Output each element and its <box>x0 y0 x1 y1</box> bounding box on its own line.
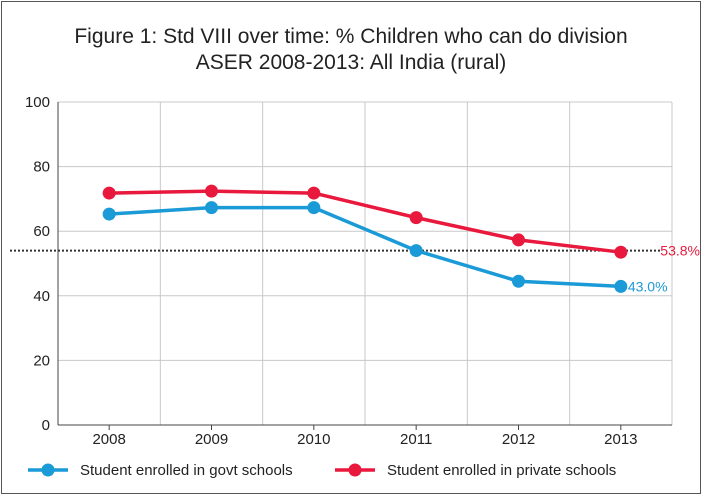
y-tick-label: 80 <box>33 159 50 176</box>
legend-label-govt: Student enrolled in govt schools <box>80 462 293 479</box>
data-point-govt <box>614 279 628 293</box>
private-end-label: 53.8% <box>660 243 700 259</box>
data-point-govt <box>102 207 116 221</box>
x-tick-label: 2009 <box>195 431 228 448</box>
x-tick-label: 2010 <box>297 431 330 448</box>
legend-marker-private <box>348 463 362 477</box>
y-tick-label: 0 <box>42 417 50 434</box>
data-point-private <box>205 184 218 198</box>
data-point-govt <box>307 201 321 215</box>
data-point-private <box>409 211 423 225</box>
y-tick-label: 100 <box>25 94 50 111</box>
chart-title: Figure 1: Std VIII over time: % Children… <box>74 25 627 48</box>
series-line-private <box>107 189 623 254</box>
series-line-govt <box>107 205 623 289</box>
y-tick-label: 20 <box>33 352 50 369</box>
data-point-private <box>512 233 525 247</box>
govt-end-label: 43.0% <box>628 278 668 294</box>
x-tick-label: 2013 <box>604 431 637 448</box>
x-tick-label: 2011 <box>400 431 432 448</box>
chart-subtitle: ASER 2008-2013: All India (rural) <box>196 51 507 74</box>
y-tick-label: 60 <box>33 223 50 240</box>
data-point-private <box>614 245 628 259</box>
data-point-govt <box>205 201 218 215</box>
x-tick-label: 2008 <box>92 431 125 448</box>
data-point-private <box>307 186 321 200</box>
data-point-govt <box>409 244 423 258</box>
legend: Student enrolled in govt schools Student … <box>28 462 616 479</box>
legend-marker-govt <box>41 463 55 477</box>
data-point-govt <box>512 274 525 288</box>
data-point-private <box>102 186 116 200</box>
plot-area: 0 20 40 60 80 100 2008 2009 2010 2011 2012 2013 43.0… <box>10 94 700 448</box>
x-tick-label: 2012 <box>502 431 535 448</box>
y-tick-label: 40 <box>33 288 50 305</box>
legend-label-private: Student enrolled in private schools <box>387 462 616 479</box>
